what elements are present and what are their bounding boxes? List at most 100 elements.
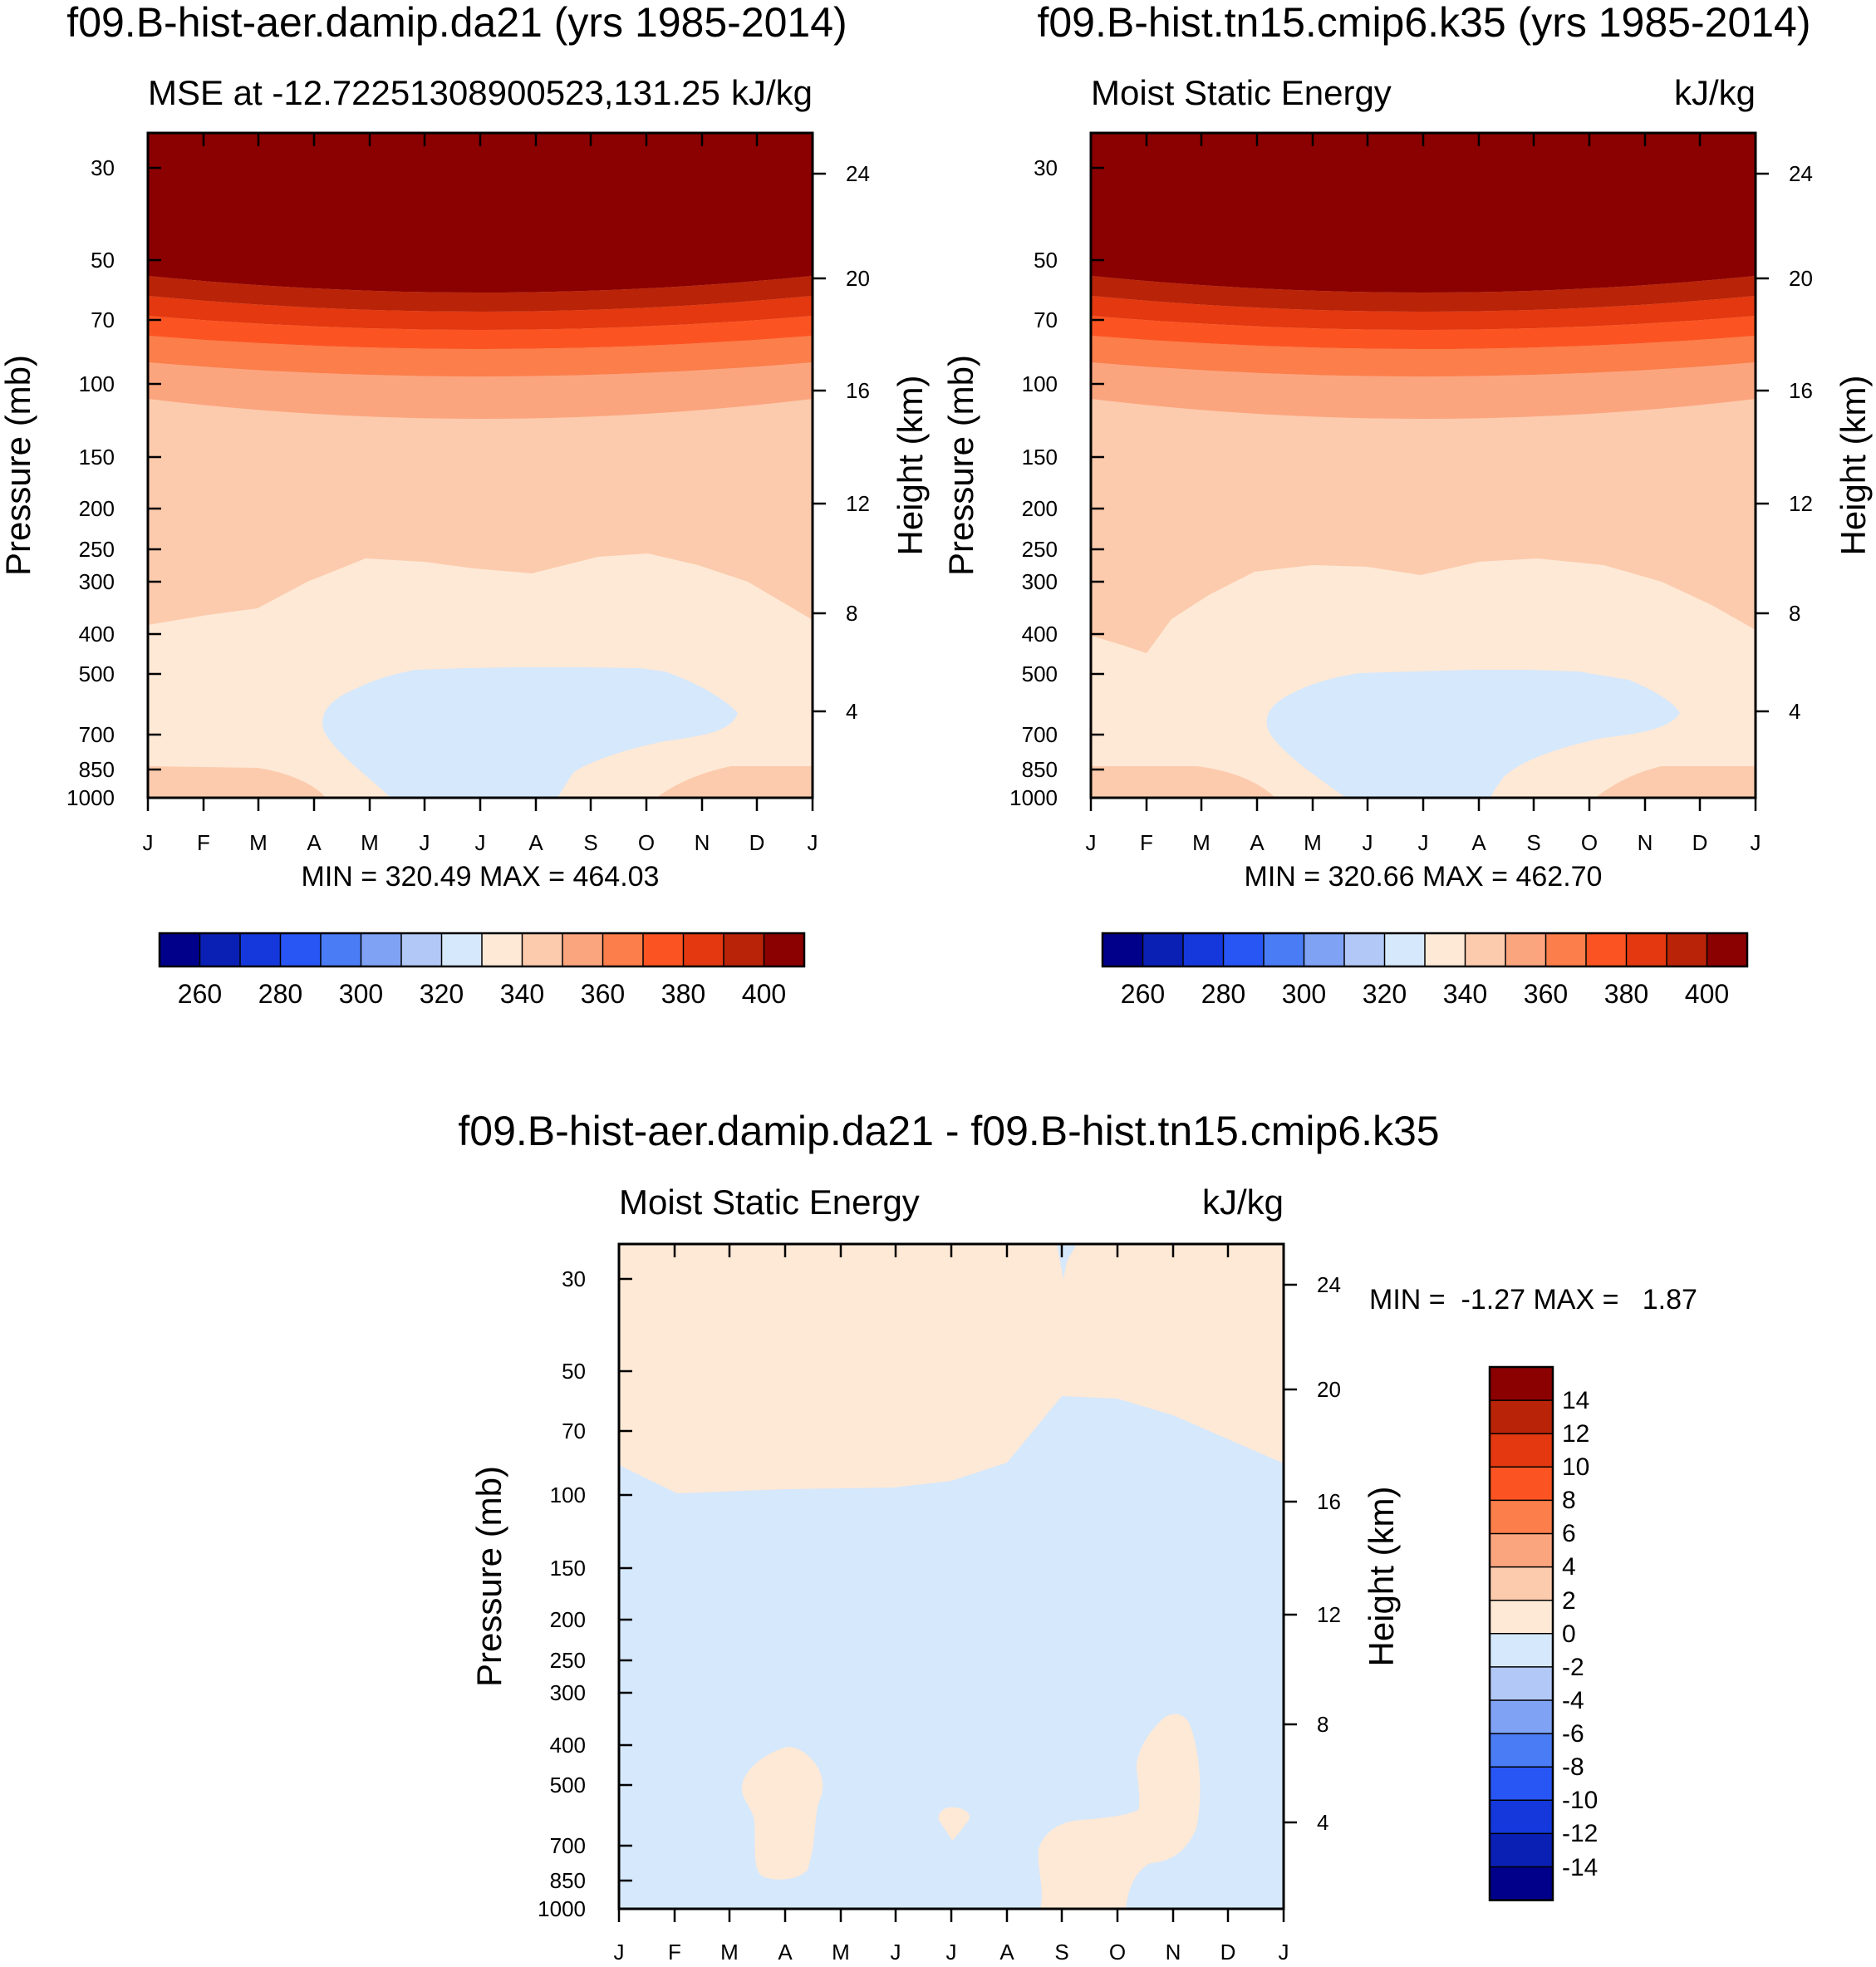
panel-b-colorbar: 260 280 300 320 340 360 380 400 bbox=[1101, 932, 1749, 1009]
panel-b: f09.B-hist.tn15.cmip6.k35 (yrs 1985-2014… bbox=[941, 0, 1873, 1009]
y2-tick-label: 8 bbox=[1317, 1712, 1328, 1737]
x-tick-label: J bbox=[143, 830, 154, 855]
y-tick-label: 70 bbox=[562, 1419, 586, 1443]
y-tick-label: 100 bbox=[1022, 371, 1058, 396]
x-tick-label: J bbox=[1418, 830, 1429, 855]
colorbar-frame bbox=[1488, 1365, 1554, 1901]
panel-c-y-axis-label: Pressure (mb) bbox=[469, 1466, 508, 1687]
panel-b-subtitle-right: kJ/kg bbox=[1674, 73, 1756, 112]
panel-b-min-max: MIN = 320.66 MAX = 462.70 bbox=[1245, 861, 1603, 893]
colorbar-label: 260 bbox=[1121, 979, 1165, 1009]
x-tick-label: A bbox=[778, 1940, 793, 1965]
x-tick-label: S bbox=[583, 830, 597, 855]
panel-a-subtitle-right: kJ/kg bbox=[731, 73, 813, 112]
colorbar-label: 320 bbox=[1363, 979, 1407, 1009]
x-tick-label: M bbox=[249, 830, 268, 855]
panel-b-y-axis-label: Pressure (mb) bbox=[941, 355, 980, 576]
colorbar-label: 6 bbox=[1562, 1520, 1576, 1547]
colorbar-label: 300 bbox=[1282, 979, 1326, 1009]
y-tick-label: 400 bbox=[79, 622, 115, 647]
x-tick-label: J bbox=[946, 1940, 957, 1965]
colorbar-swatch bbox=[1490, 1367, 1553, 1401]
panel-c: f09.B-hist-aer.damip.da21 - f09.B-hist.t… bbox=[458, 1108, 1697, 1965]
y2-ticks bbox=[1284, 1283, 1297, 1824]
y2-tick-label: 24 bbox=[1317, 1272, 1341, 1297]
x-tick-label: J bbox=[1279, 1940, 1289, 1965]
colorbar-swatch bbox=[1490, 1800, 1553, 1834]
y2-tick-label: 12 bbox=[1317, 1602, 1341, 1627]
x-tick-label: S bbox=[1054, 1940, 1068, 1965]
y-tick-label: 250 bbox=[79, 537, 115, 562]
colorbar-swatch bbox=[1490, 1700, 1553, 1734]
y-tick-label: 100 bbox=[79, 371, 115, 396]
x-tick-label: J bbox=[614, 1940, 625, 1965]
colorbar-swatch bbox=[482, 933, 523, 966]
colorbar-dividers bbox=[199, 933, 765, 966]
x-tick-label: O bbox=[638, 830, 655, 855]
colorbar-swatch bbox=[764, 933, 804, 966]
y-tick-label: 1000 bbox=[1009, 785, 1058, 810]
panel-a-y-axis-label: Pressure (mb) bbox=[0, 355, 37, 576]
x-tick-label: A bbox=[307, 830, 322, 855]
y2-tick-label: 20 bbox=[846, 266, 870, 291]
colorbar-swatch bbox=[361, 933, 401, 966]
colorbar-swatch bbox=[1490, 1467, 1553, 1501]
panel-b-plot bbox=[1089, 131, 1757, 799]
panel-a-band-380-390 bbox=[148, 296, 813, 330]
colorbar-swatch bbox=[724, 933, 764, 966]
colorbar-label: 340 bbox=[500, 979, 544, 1009]
colorbar-swatch bbox=[1505, 933, 1546, 966]
x-tick-label: D bbox=[1692, 830, 1708, 855]
colorbar-swatch bbox=[1490, 1566, 1553, 1601]
panel-a-region-320-330 bbox=[322, 667, 738, 798]
x-tick-label: M bbox=[1192, 830, 1211, 855]
panel-a-band-390-400 bbox=[148, 276, 813, 312]
colorbar-swatch bbox=[522, 933, 562, 966]
y-tick-label: 850 bbox=[550, 1868, 586, 1893]
y-tick-label: 700 bbox=[550, 1833, 586, 1858]
panel-b-band-390-400 bbox=[1091, 276, 1756, 312]
colorbar-dividers bbox=[1142, 933, 1708, 966]
y-tick-label: 300 bbox=[1022, 569, 1058, 594]
y-tick-label: 500 bbox=[1022, 661, 1058, 686]
y-tick-label: 700 bbox=[1022, 722, 1058, 747]
y-tick-label: 150 bbox=[1022, 445, 1058, 470]
x-tick-label: J bbox=[808, 830, 818, 855]
colorbar-label: 2 bbox=[1562, 1587, 1576, 1615]
colorbar-swatch bbox=[683, 933, 724, 966]
x-tick-label: A bbox=[1471, 830, 1486, 855]
y2-tick-label: 8 bbox=[1789, 601, 1800, 626]
y2-tick-label: 8 bbox=[846, 601, 857, 626]
panel-a-y-axis: 30 50 70 100 150 200 250 300 400 500 700… bbox=[0, 155, 161, 810]
colorbar-swatch bbox=[240, 933, 281, 966]
panel-a-colorbar: 260 280 300 320 340 360 380 400 bbox=[158, 932, 806, 1009]
panel-c-y-axis: 30 50 70 100 150 200 250 300 400 500 700… bbox=[469, 1266, 632, 1921]
colorbar-swatch bbox=[199, 933, 240, 966]
colorbar-label: 400 bbox=[742, 979, 786, 1009]
panel-c-colorbar: 14 12 10 8 6 4 2 0 -2 -4 -6 -8 -10 -12 -… bbox=[1488, 1365, 1598, 1901]
colorbar-label: 340 bbox=[1443, 979, 1487, 1009]
colorbar-swatch bbox=[1490, 1533, 1553, 1567]
x-tick-label: A bbox=[1250, 830, 1265, 855]
y2-tick-label: 16 bbox=[1317, 1489, 1341, 1514]
panel-b-region-340-350-low-right bbox=[1595, 766, 1756, 798]
panel-b-band-370-380 bbox=[1091, 316, 1756, 349]
panel-a-band-360-370 bbox=[148, 336, 813, 376]
colorbar-label: 380 bbox=[661, 979, 705, 1009]
panel-a-band-350-360 bbox=[148, 362, 813, 419]
colorbar-swatch bbox=[1183, 933, 1224, 966]
colorbar-swatch bbox=[562, 933, 603, 966]
panel-b-region-340-350-low-left bbox=[1091, 766, 1275, 798]
y-tick-label: 250 bbox=[550, 1648, 586, 1673]
y-tick-label: 200 bbox=[550, 1607, 586, 1632]
colorbar-swatch bbox=[1490, 1433, 1553, 1468]
x-tick-label: J bbox=[1363, 830, 1373, 855]
colorbar-swatch bbox=[1490, 1633, 1553, 1667]
panel-c-x-axis: J F M A M J J A S O N D J bbox=[614, 1244, 1289, 1965]
x-tick-label: J bbox=[1086, 830, 1097, 855]
y-tick-label: 300 bbox=[79, 569, 115, 594]
x-tick-label: N bbox=[1166, 1940, 1181, 1965]
colorbar-label: 10 bbox=[1562, 1453, 1589, 1481]
panel-b-subtitle-left: Moist Static Energy bbox=[1091, 73, 1392, 112]
